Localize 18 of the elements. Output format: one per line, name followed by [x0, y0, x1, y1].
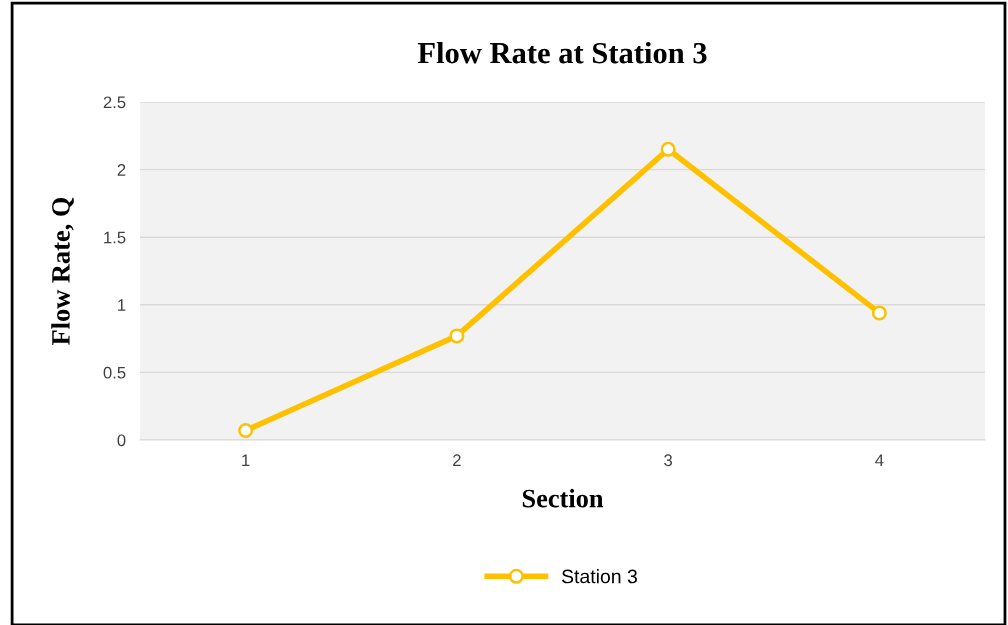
y-tick-label: 0: [117, 434, 126, 447]
point: [871, 305, 887, 321]
x-tick-label: 1: [242, 454, 250, 466]
y-tick-label: 2: [117, 164, 126, 176]
point: [449, 328, 465, 344]
x-axis-title: Section: [522, 488, 604, 508]
point: [238, 423, 254, 439]
y-tick-label: 1: [118, 299, 126, 311]
x-tick-label: 3: [664, 454, 673, 467]
y-tick-label: 0.5: [103, 366, 126, 379]
legend-label: Station 3: [561, 569, 637, 584]
y-axis-title: Flow Rate, Q: [51, 197, 74, 345]
y-tick-label: 1.5: [104, 231, 126, 244]
x-tick-label: 4: [875, 454, 884, 466]
point: [660, 141, 676, 157]
chart-title: Flow Rate at Station 3: [417, 41, 707, 64]
x-tick-label: 2: [453, 454, 461, 466]
y-tick-label: 2.5: [103, 96, 126, 109]
